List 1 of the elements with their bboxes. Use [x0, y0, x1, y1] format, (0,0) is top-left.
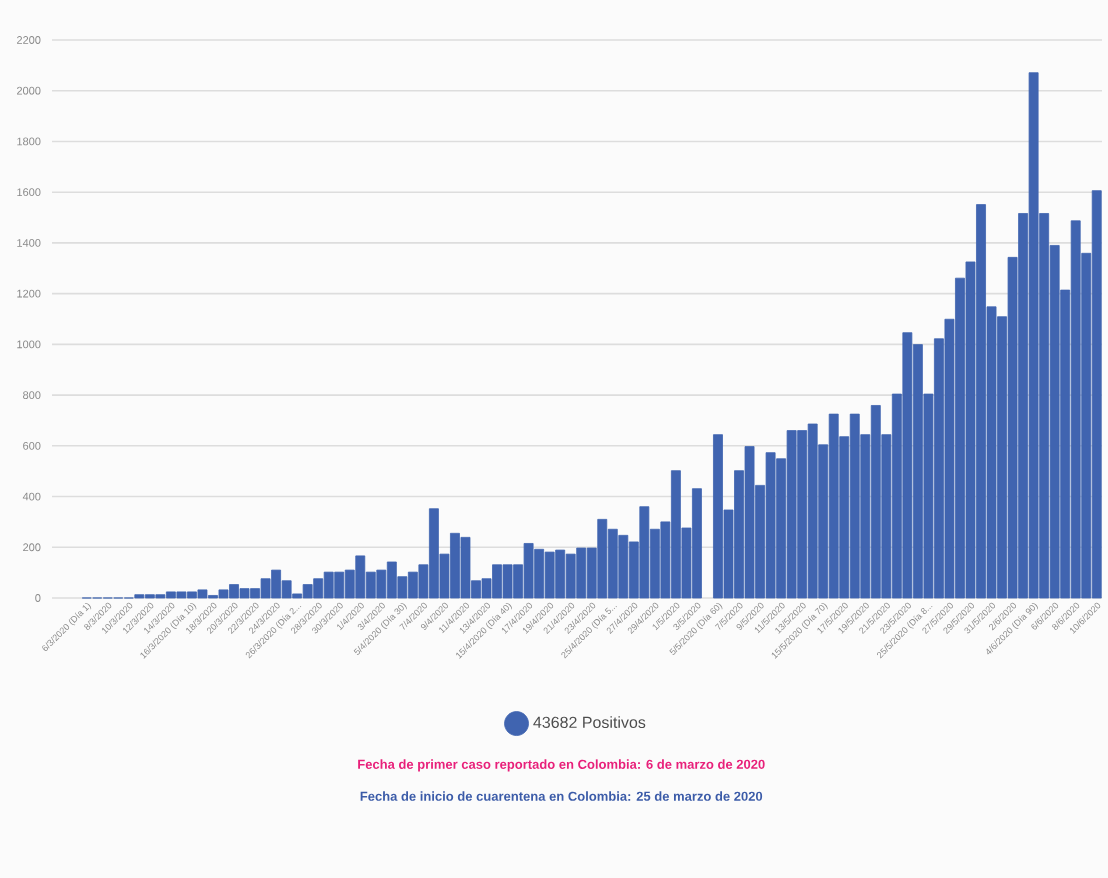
- legend-label: 43682 Positivos: [533, 716, 646, 729]
